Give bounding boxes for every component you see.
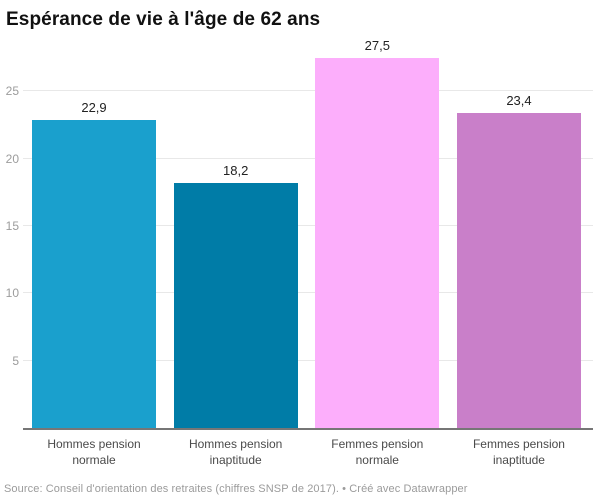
- bar-value-label: 23,4: [506, 92, 532, 108]
- bar-1: [32, 119, 156, 428]
- bar-3: [315, 57, 440, 428]
- y-tick-label-25: 25: [5, 84, 19, 99]
- gridline-y-15: [23, 224, 593, 226]
- x-category-label: Hommes pension normale: [47, 436, 141, 467]
- bar-column: 18,2: [173, 58, 298, 428]
- bar-column: 23,4: [456, 58, 581, 428]
- bar-4: [456, 112, 581, 428]
- plot-wrap: 5 10 15 20 25 22,9 18,2 27,5 23,4 Hommes pension…: [0, 38, 600, 468]
- bars-row: 22,9 18,2 27,5 23,4: [23, 38, 593, 428]
- bar-value-label: 22,9: [81, 99, 107, 115]
- x-category-label: Femmes pension inaptitude: [472, 436, 565, 467]
- y-tick-label-10: 10: [5, 286, 19, 301]
- bar-2: [173, 182, 298, 428]
- gridline-y-25: [23, 90, 593, 92]
- x-axis-labels: Hommes pension normale Hommes pension ina…: [23, 436, 593, 468]
- y-tick-label-5: 5: [12, 353, 19, 368]
- plot-area: 5 10 15 20 25 22,9 18,2 27,5 23,4: [6, 38, 593, 430]
- x-category-label: Hommes pension inaptitude: [188, 436, 283, 467]
- source-attribution: Source: Conseil d'orientation des retrai…: [4, 483, 468, 495]
- x-category-label: Femmes pension normale: [331, 436, 424, 467]
- y-tick-label-15: 15: [5, 218, 19, 233]
- chart-title: Espérance de vie à l'âge de 62 ans: [6, 9, 321, 30]
- gridline-y-5: [23, 359, 593, 361]
- bar-value-label: 27,5: [364, 37, 390, 53]
- gridline-y-20: [23, 157, 593, 159]
- bar-column: 22,9: [32, 58, 156, 428]
- gridline-y-10: [23, 292, 593, 294]
- y-tick-label-20: 20: [5, 151, 19, 166]
- bar-column: 27,5: [315, 38, 440, 428]
- bar-value-label: 18,2: [223, 162, 249, 178]
